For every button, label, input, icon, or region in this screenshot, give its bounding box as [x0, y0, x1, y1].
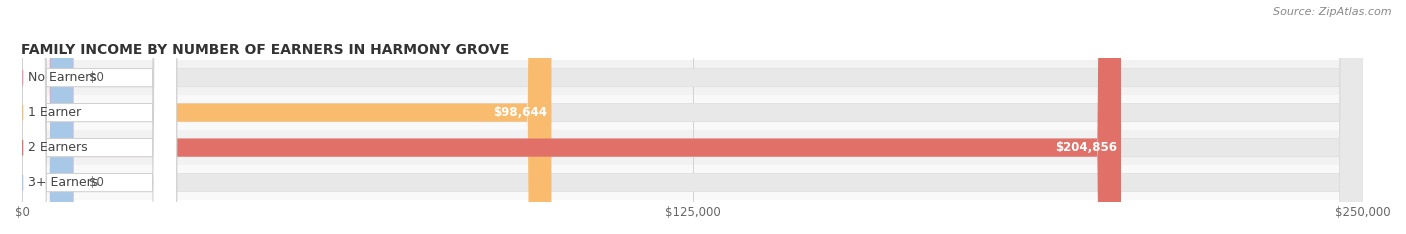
FancyBboxPatch shape: [22, 0, 73, 234]
Text: 2 Earners: 2 Earners: [28, 141, 87, 154]
FancyBboxPatch shape: [22, 0, 177, 234]
Text: Source: ZipAtlas.com: Source: ZipAtlas.com: [1274, 7, 1392, 17]
FancyBboxPatch shape: [22, 0, 177, 234]
FancyBboxPatch shape: [22, 0, 177, 234]
Text: $0: $0: [90, 71, 104, 84]
Bar: [22, 130, 1364, 165]
Bar: [22, 60, 1364, 95]
Text: 1 Earner: 1 Earner: [28, 106, 82, 119]
FancyBboxPatch shape: [22, 0, 73, 234]
Bar: [22, 95, 1364, 130]
FancyBboxPatch shape: [22, 0, 1364, 234]
Text: 3+ Earners: 3+ Earners: [28, 176, 98, 189]
Text: No Earners: No Earners: [28, 71, 97, 84]
Text: $204,856: $204,856: [1054, 141, 1116, 154]
FancyBboxPatch shape: [22, 0, 1364, 234]
FancyBboxPatch shape: [22, 0, 1364, 234]
FancyBboxPatch shape: [22, 0, 551, 234]
Text: FAMILY INCOME BY NUMBER OF EARNERS IN HARMONY GROVE: FAMILY INCOME BY NUMBER OF EARNERS IN HA…: [21, 43, 509, 57]
Bar: [22, 165, 1364, 200]
Text: $0: $0: [90, 176, 104, 189]
FancyBboxPatch shape: [22, 0, 1364, 234]
FancyBboxPatch shape: [22, 0, 1121, 234]
FancyBboxPatch shape: [22, 0, 177, 234]
Text: $98,644: $98,644: [494, 106, 547, 119]
